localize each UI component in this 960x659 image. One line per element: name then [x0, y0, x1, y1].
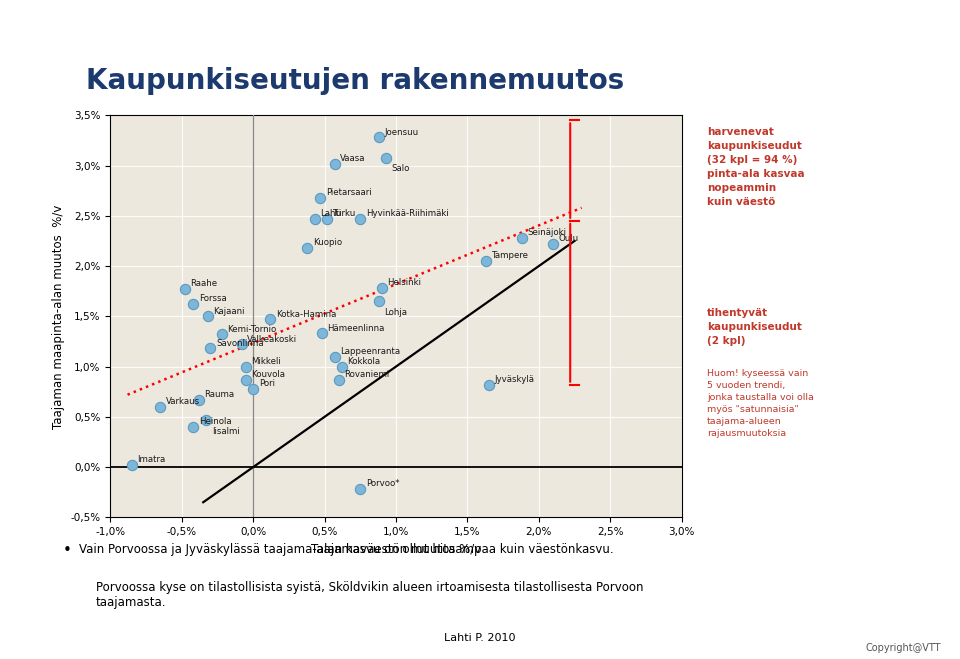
Text: 5: 5 — [917, 21, 926, 35]
Text: Pietarsaari: Pietarsaari — [325, 188, 372, 197]
Point — [334, 361, 349, 372]
Text: Porvoossa kyse on tilastollisista syistä, Sköldvikin alueen irtoamisesta tilasto: Porvoossa kyse on tilastollisista syistä… — [96, 581, 643, 609]
Text: Raahe: Raahe — [190, 279, 217, 289]
Point — [238, 361, 253, 372]
Point — [185, 299, 201, 310]
Point — [320, 214, 335, 224]
Text: Kajaani: Kajaani — [213, 306, 245, 316]
Text: Turku: Turku — [333, 209, 356, 218]
Text: Kouvola: Kouvola — [252, 370, 286, 379]
Text: Kaupunkiseutujen rakennemuutos: Kaupunkiseutujen rakennemuutos — [86, 67, 625, 95]
Text: Porvoo*: Porvoo* — [366, 479, 399, 488]
Point — [153, 401, 168, 412]
Point — [327, 158, 343, 169]
Point — [352, 484, 368, 494]
Point — [314, 328, 329, 339]
Point — [214, 329, 229, 339]
Text: Kemi-Tornio: Kemi-Tornio — [228, 325, 276, 333]
Point — [199, 415, 214, 425]
Text: Jyväskylä: Jyväskylä — [494, 375, 535, 384]
Text: Helsinki: Helsinki — [387, 278, 421, 287]
Text: vtt: vtt — [925, 22, 946, 34]
Text: Mikkeli: Mikkeli — [252, 357, 281, 366]
Text: Rovaniemi: Rovaniemi — [345, 370, 390, 379]
Text: Kotka-Hamina: Kotka-Hamina — [276, 310, 336, 318]
Y-axis label: Taajaman maapinta-alan muutos  %/v: Taajaman maapinta-alan muutos %/v — [52, 204, 65, 428]
Text: Lahti P. 2010: Lahti P. 2010 — [444, 633, 516, 643]
Point — [478, 256, 493, 266]
Point — [234, 339, 250, 350]
Text: Hyvinkää-Riihimäki: Hyvinkää-Riihimäki — [366, 209, 448, 218]
Text: Pori: Pori — [259, 379, 275, 388]
Point — [200, 311, 215, 322]
Text: Iisalmi: Iisalmi — [211, 427, 239, 436]
Text: Savonlinna: Savonlinna — [216, 339, 264, 348]
Point — [300, 243, 315, 253]
Point — [331, 374, 347, 385]
Text: Salo: Salo — [392, 165, 410, 173]
Text: Tampere: Tampere — [492, 251, 529, 260]
Text: harvenevat
kaupunkiseudut
(32 kpl = 94 %)
pinta-ala kasvaa
nopeammin
kuin väestö: harvenevat kaupunkiseudut (32 kpl = 94 %… — [708, 127, 804, 208]
Point — [185, 422, 201, 432]
Text: Huom! kyseessä vain
5 vuoden trendi,
jonka taustalla voi olla
myös "satunnaisia": Huom! kyseessä vain 5 vuoden trendi, jon… — [708, 368, 814, 438]
Text: Valkeakoski: Valkeakoski — [248, 335, 298, 344]
Point — [203, 343, 218, 354]
Point — [246, 384, 261, 394]
Text: 26/01/2011: 26/01/2011 — [667, 23, 731, 33]
Point — [177, 284, 192, 295]
Point — [374, 283, 390, 293]
Text: Copyright@VTT: Copyright@VTT — [865, 643, 941, 653]
Text: Lappeenranta: Lappeenranta — [340, 347, 400, 356]
Text: Joensuu: Joensuu — [384, 128, 419, 136]
Point — [191, 395, 206, 405]
Text: Forssa: Forssa — [199, 295, 227, 304]
Point — [545, 239, 561, 249]
Point — [514, 233, 529, 243]
Text: Varkaus: Varkaus — [166, 397, 200, 406]
Point — [124, 460, 139, 471]
Text: Kuopio: Kuopio — [313, 238, 342, 247]
Text: VTT TECHNICAL RESEARCH CENTRE OF FINLAND: VTT TECHNICAL RESEARCH CENTRE OF FINLAND — [17, 23, 300, 33]
Text: Lohja: Lohja — [384, 308, 407, 317]
Point — [378, 152, 394, 163]
Point — [372, 296, 387, 306]
Text: Oulu: Oulu — [559, 234, 579, 243]
Point — [481, 380, 496, 390]
Text: •: • — [62, 543, 71, 558]
Point — [263, 314, 278, 325]
Text: tihentyvät
kaupunkiseudut
(2 kpl): tihentyvät kaupunkiseudut (2 kpl) — [708, 308, 802, 346]
Text: Rauma: Rauma — [204, 390, 234, 399]
Text: Hämeenlinna: Hämeenlinna — [327, 324, 385, 333]
Point — [238, 374, 253, 385]
Text: Lahti: Lahti — [320, 209, 342, 218]
Text: Vain Porvoossa ja Jyväskylässä taajama-alan kasvu on ollut hitaampaa kuin väestö: Vain Porvoossa ja Jyväskylässä taajama-a… — [79, 543, 613, 556]
Point — [352, 214, 368, 224]
Point — [327, 351, 343, 362]
Point — [313, 192, 328, 203]
Point — [307, 214, 323, 224]
Text: Heinola: Heinola — [199, 417, 231, 426]
Text: Imatra: Imatra — [137, 455, 166, 465]
Text: Kokkola: Kokkola — [348, 357, 380, 366]
Point — [372, 132, 387, 143]
X-axis label: Taajamaväestön muutos %/v: Taajamaväestön muutos %/v — [311, 542, 481, 556]
Text: Seinäjoki: Seinäjoki — [527, 228, 566, 237]
Text: Vaasa: Vaasa — [340, 154, 366, 163]
